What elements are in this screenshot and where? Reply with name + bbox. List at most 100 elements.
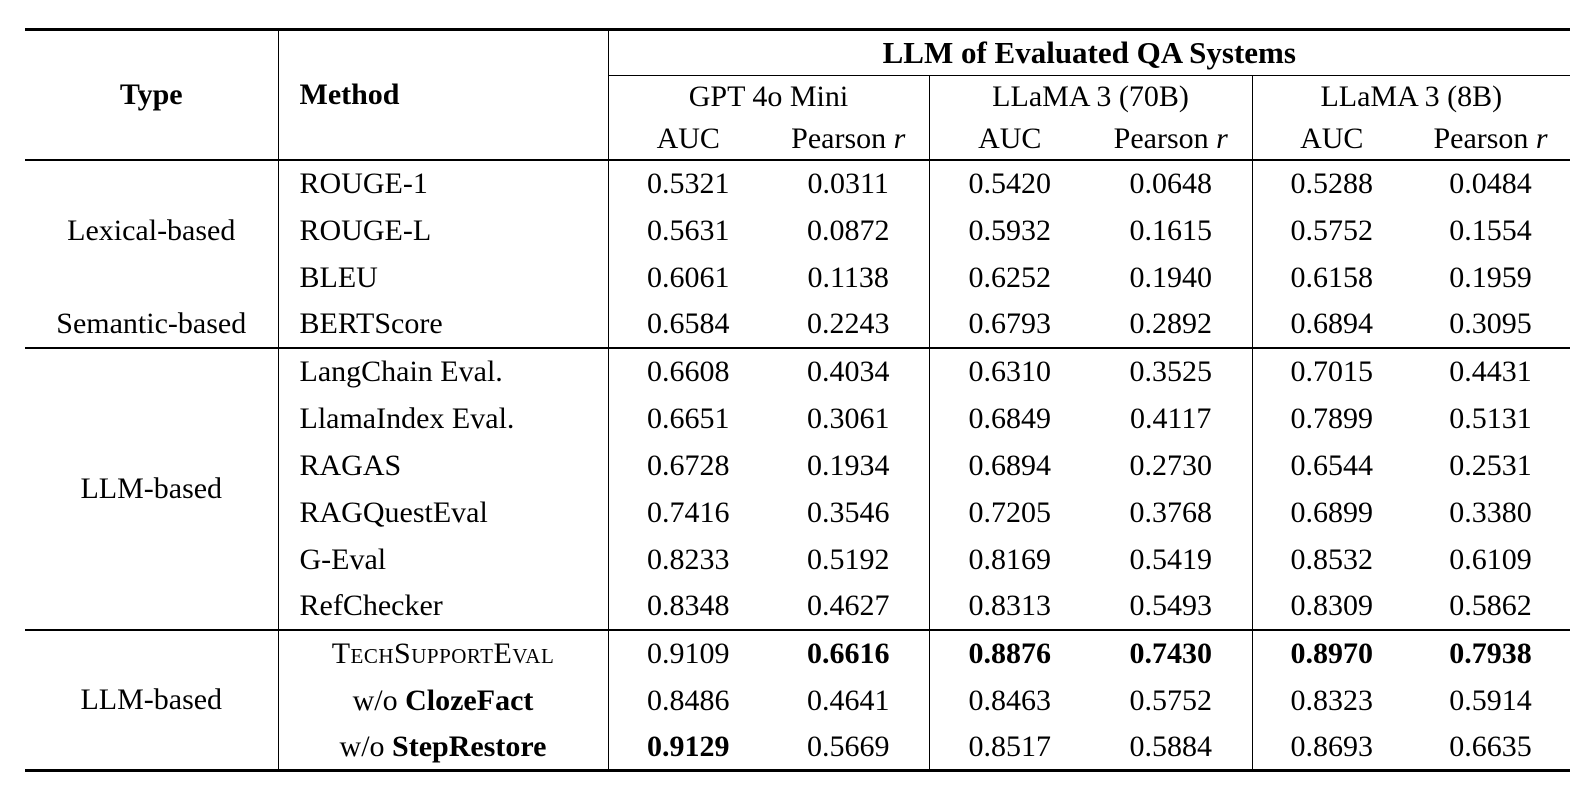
value-cell: 0.8517 — [968, 729, 1052, 763]
value-cell: 0.6899 — [1290, 495, 1374, 529]
value-cell: 0.5192 — [768, 535, 930, 583]
table-row: LlamaIndex Eval. 0.6651 0.3061 0.6849 0.… — [25, 394, 1570, 442]
pearson-label: Pearson — [1433, 121, 1529, 155]
value-cell: 0.8233 — [647, 542, 730, 576]
value-cell: 0.6651 — [647, 401, 730, 435]
value-cell: 0.8532 — [1290, 542, 1374, 576]
method-cell: LlamaIndex Eval. — [278, 394, 609, 442]
table-row: RefChecker 0.8348 0.4627 0.8313 0.5493 0… — [25, 582, 1570, 630]
header-model-llama3-8b: LLaMA 3 (8B) — [1320, 80, 1503, 114]
value-cell: 0.3525 — [1090, 346, 1253, 395]
ablation-prefix: w/o — [352, 683, 398, 717]
section-lexical-semantic: Lexical-based ROUGE-1 0.5321 0.0311 0.54… — [25, 159, 1570, 348]
value-cell: 0.3095 — [1449, 307, 1532, 340]
method-cell: G-Eval — [278, 535, 609, 583]
pearson-r-symbol: r — [893, 121, 906, 155]
value-cell: 0.4627 — [768, 582, 930, 630]
value-cell: 0.4641 — [768, 676, 930, 724]
header-pearson: Pearson r — [768, 117, 930, 161]
pearson-label: Pearson — [791, 121, 887, 155]
value-cell: 0.5419 — [1090, 535, 1253, 583]
pearson-label: Pearson — [1113, 121, 1209, 155]
header-auc: AUC — [929, 117, 1090, 161]
value-cell: 0.3061 — [768, 394, 930, 442]
table-row: RAGQuestEval 0.7416 0.3546 0.7205 0.3768… — [25, 488, 1570, 536]
value-cell: 0.2531 — [1449, 448, 1532, 482]
value-cell: 0.8313 — [968, 589, 1052, 622]
header-row-span: Type Method LLM of Evaluated QA Systems — [25, 29, 1571, 161]
value-cell: 0.0484 — [1449, 167, 1532, 200]
value-cell: 0.5631 — [647, 213, 730, 247]
value-cell: 0.8486 — [647, 683, 730, 717]
value-cell: 0.2730 — [1090, 441, 1253, 489]
value-cell: 0.6608 — [608, 346, 768, 395]
value-cell: 0.5131 — [1449, 401, 1532, 435]
value-cell: 0.4034 — [768, 346, 930, 395]
value-cell: 0.8348 — [647, 589, 730, 622]
value-cell: 0.7899 — [1290, 401, 1374, 435]
value-cell: 0.5884 — [1090, 723, 1253, 771]
header-model-llama3-70b: LLaMA 3 (70B) — [929, 75, 1253, 118]
value-cell: 0.6849 — [968, 401, 1052, 435]
method-cell: TechSupportEval — [278, 628, 609, 677]
value-cell: 0.8463 — [968, 683, 1052, 717]
value-cell: 0.6728 — [647, 448, 730, 482]
ablation-name: StepRestore — [392, 729, 547, 763]
value-cell: 0.3768 — [1090, 488, 1253, 536]
table-row: G-Eval 0.8233 0.5192 0.8169 0.5419 0.853… — [25, 535, 1570, 583]
ablation-name: ClozeFact — [405, 683, 534, 717]
value-cell: 0.6252 — [968, 260, 1052, 294]
value-cell: 0.6544 — [1290, 448, 1374, 482]
results-table: Type Method LLM of Evaluated QA Systems … — [25, 28, 1571, 772]
value-cell: 0.1934 — [768, 441, 930, 489]
header-model-gpt-4o-mini: GPT 4o Mini — [608, 75, 930, 118]
table-row: RAGAS 0.6728 0.1934 0.6894 0.2730 0.6544… — [25, 441, 1570, 489]
ablation-prefix: w/o — [339, 729, 385, 763]
value-cell: 0.6616 — [768, 628, 930, 677]
method-cell: ROUGE-1 — [278, 159, 609, 207]
method-cell: w/o ClozeFact — [278, 676, 609, 724]
type-cell: LLM-based — [25, 346, 279, 630]
value-cell: 0.1940 — [1090, 253, 1253, 301]
value-cell: 0.5321 — [647, 167, 730, 200]
value-cell: 0.3546 — [768, 488, 930, 536]
method-cell: w/o StepRestore — [278, 723, 609, 771]
value-cell: 0.5932 — [968, 213, 1052, 247]
value-cell: 0.8876 — [929, 628, 1090, 677]
table-row: w/o ClozeFact 0.8486 0.4641 0.8463 0.575… — [25, 676, 1570, 724]
value-cell: 0.5752 — [1090, 676, 1253, 724]
header-llm-span: LLM of Evaluated QA Systems — [608, 29, 1571, 76]
value-cell: 0.8970 — [1252, 628, 1411, 677]
table-row: LLM-based LangChain Eval. 0.6608 0.4034 … — [25, 346, 1571, 630]
header-row-models: GPT 4o Mini LLaMA 3 (70B) LLaMA 3 (8B) — [25, 75, 1570, 118]
table-row: w/o StepRestore 0.9129 0.5669 0.8517 0.5… — [25, 723, 1570, 771]
table-row: LLM-based TechSupportEval 0.9109 0.6616 … — [25, 628, 1571, 771]
value-cell: 0.2892 — [1090, 300, 1253, 348]
method-cell: LangChain Eval. — [278, 346, 609, 395]
value-cell: 0.5288 — [1290, 167, 1374, 200]
value-cell: 0.5669 — [768, 723, 930, 771]
header-pearson: Pearson r — [1090, 117, 1253, 161]
value-cell: 0.6158 — [1290, 260, 1374, 294]
value-cell: 0.9109 — [608, 628, 768, 677]
method-cell: RefChecker — [278, 582, 609, 630]
value-cell: 0.8169 — [968, 542, 1052, 576]
value-cell: 0.6793 — [968, 307, 1052, 340]
type-cell: Lexical-based — [25, 159, 279, 301]
value-cell: 0.8693 — [1290, 729, 1374, 763]
value-cell: 0.6584 — [647, 307, 730, 340]
value-cell: 0.3380 — [1449, 495, 1532, 529]
table-row: ROUGE-L 0.5631 0.0872 0.5932 0.1615 0.57… — [25, 206, 1570, 254]
value-cell: 0.7015 — [1252, 346, 1411, 395]
section-llm-baselines: LLM-based LangChain Eval. 0.6608 0.4034 … — [25, 346, 1571, 630]
value-cell: 0.0872 — [768, 206, 930, 254]
value-cell: 0.4117 — [1090, 394, 1253, 442]
value-cell: 0.1138 — [768, 253, 930, 301]
value-cell: 0.6109 — [1449, 542, 1532, 576]
value-cell: 0.5914 — [1449, 683, 1532, 717]
value-cell: 0.1554 — [1449, 213, 1532, 247]
value-cell: 0.0311 — [768, 159, 930, 207]
value-cell: 0.0648 — [1090, 159, 1253, 207]
value-cell: 0.2243 — [768, 300, 930, 348]
